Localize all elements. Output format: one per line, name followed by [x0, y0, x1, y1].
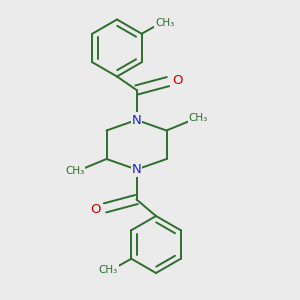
- Text: N: N: [132, 163, 141, 176]
- Text: N: N: [132, 113, 141, 127]
- Text: O: O: [173, 74, 183, 87]
- Text: CH₃: CH₃: [188, 113, 208, 123]
- Text: CH₃: CH₃: [99, 265, 118, 275]
- Text: CH₃: CH₃: [155, 18, 174, 28]
- Text: O: O: [90, 203, 100, 216]
- Text: CH₃: CH₃: [65, 166, 85, 176]
